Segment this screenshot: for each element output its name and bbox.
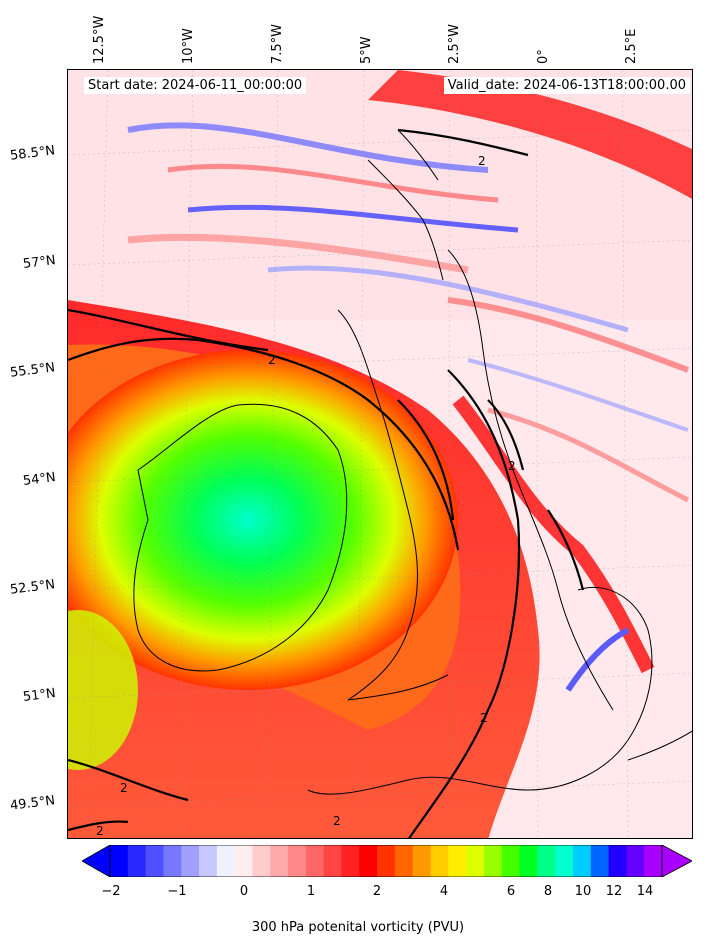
pv-map: 2 2 2 2 2 2 2 (67, 69, 693, 839)
contour-label-6: 2 (333, 814, 341, 828)
contour-label-7: 2 (508, 459, 516, 473)
colorbar-cell (127, 845, 147, 877)
cb-tick-1: 1 (306, 884, 316, 899)
lat-label-54n: 54°N (22, 470, 57, 489)
graticule (68, 70, 692, 838)
lon-label-2-5e: 2.5°E (624, 28, 639, 64)
northern-streaks-region (68, 70, 692, 320)
cb-tick-10: 10 (574, 884, 592, 899)
lat-label-49-5n: 49.5°N (9, 793, 56, 814)
lat-label-51n: 51°N (22, 686, 57, 705)
lat-label-58-5n: 58.5°N (9, 143, 56, 164)
colorbar-cell (305, 845, 325, 877)
colorbar-cell (501, 845, 521, 877)
contour-label-1: 2 (268, 353, 276, 367)
cb-tick-4: 4 (439, 884, 449, 899)
contour-label-4: 2 (96, 824, 104, 838)
lon-label-10w: 10°W (181, 28, 196, 64)
contour-2pvu (68, 128, 585, 838)
colorbar-cell (608, 845, 627, 877)
colorbar-cell (110, 845, 129, 877)
colorbar-cells (110, 845, 663, 877)
contour-label-3: 2 (120, 781, 128, 795)
colorbar-cell (644, 845, 663, 877)
lat-label-57n: 57°N (22, 253, 57, 272)
colorbar-cell (412, 845, 432, 877)
southeast-blue-streak (565, 627, 630, 692)
pv-secondary-blob (68, 610, 138, 770)
pv-colorbar (82, 845, 692, 877)
colorbar-extend-low (82, 845, 111, 877)
colorbar-cell (270, 845, 289, 877)
cb-tick-neg2: −2 (101, 884, 121, 899)
colorbar-cell (199, 845, 218, 877)
coastlines (133, 129, 692, 795)
start-date-annotation: Start date: 2024-06-11_00:00:00 (84, 77, 307, 94)
colorbar-cell (572, 845, 592, 877)
cb-tick-0: 0 (239, 884, 249, 899)
cb-tick-14: 14 (636, 884, 654, 899)
colorbar-cell (323, 845, 343, 877)
colorbar-cell (145, 845, 165, 877)
cb-tick-2: 2 (372, 884, 382, 899)
jet-band-north (368, 70, 692, 199)
valid-date-annotation: Valid_date: 2024-06-13T18:00:00.00 (443, 77, 690, 94)
lon-label-5w: 5°W (359, 36, 374, 64)
lat-label-52-5n: 52.5°N (9, 577, 56, 598)
cb-tick-8: 8 (543, 884, 553, 899)
lon-label-2-5w: 2.5°W (447, 23, 462, 64)
cb-tick-neg1: −1 (167, 884, 187, 899)
colorbar-cell (466, 845, 485, 877)
colorbar-cell (359, 845, 378, 877)
colorbar-cell (448, 845, 467, 877)
colorbar-cell (537, 845, 556, 877)
colorbar-cell (555, 845, 574, 877)
lon-label-7-5w: 7.5°W (270, 23, 285, 64)
contour-label-5: 2 (480, 711, 488, 725)
colorbar-cell (288, 845, 307, 877)
lon-label-0: 0° (536, 49, 551, 64)
cb-tick-6: 6 (506, 884, 516, 899)
colorbar-cell (252, 845, 271, 877)
lon-label-12-5w: 12.5°W (92, 15, 107, 64)
colorbar-cell (430, 845, 449, 877)
colorbar-cell (234, 845, 254, 877)
colorbar-cell (341, 845, 360, 877)
cb-tick-12: 12 (605, 884, 623, 899)
colorbar-cell (377, 845, 396, 877)
colorbar-outline (109, 845, 663, 877)
colorbar-cell (181, 845, 200, 877)
pv-field-svg: 2 2 2 2 2 2 2 (68, 70, 692, 838)
colorbar-cell (394, 845, 414, 877)
pv-streaks-north (127, 122, 690, 503)
colorbar-cell (519, 845, 538, 877)
pv-maximum-core (68, 350, 458, 690)
contour-label-2: 2 (478, 154, 486, 168)
colorbar-cell (626, 845, 645, 877)
lat-label-55-5n: 55.5°N (9, 360, 56, 381)
colorbar-cell (216, 845, 236, 877)
colorbar-cell (590, 845, 610, 877)
colorbar-extend-high (661, 845, 692, 877)
colorbar-label: 300 hPa potenital vorticity (PVU) (251, 920, 465, 935)
colorbar-cell (483, 845, 503, 877)
colorbar-cell (163, 845, 182, 877)
